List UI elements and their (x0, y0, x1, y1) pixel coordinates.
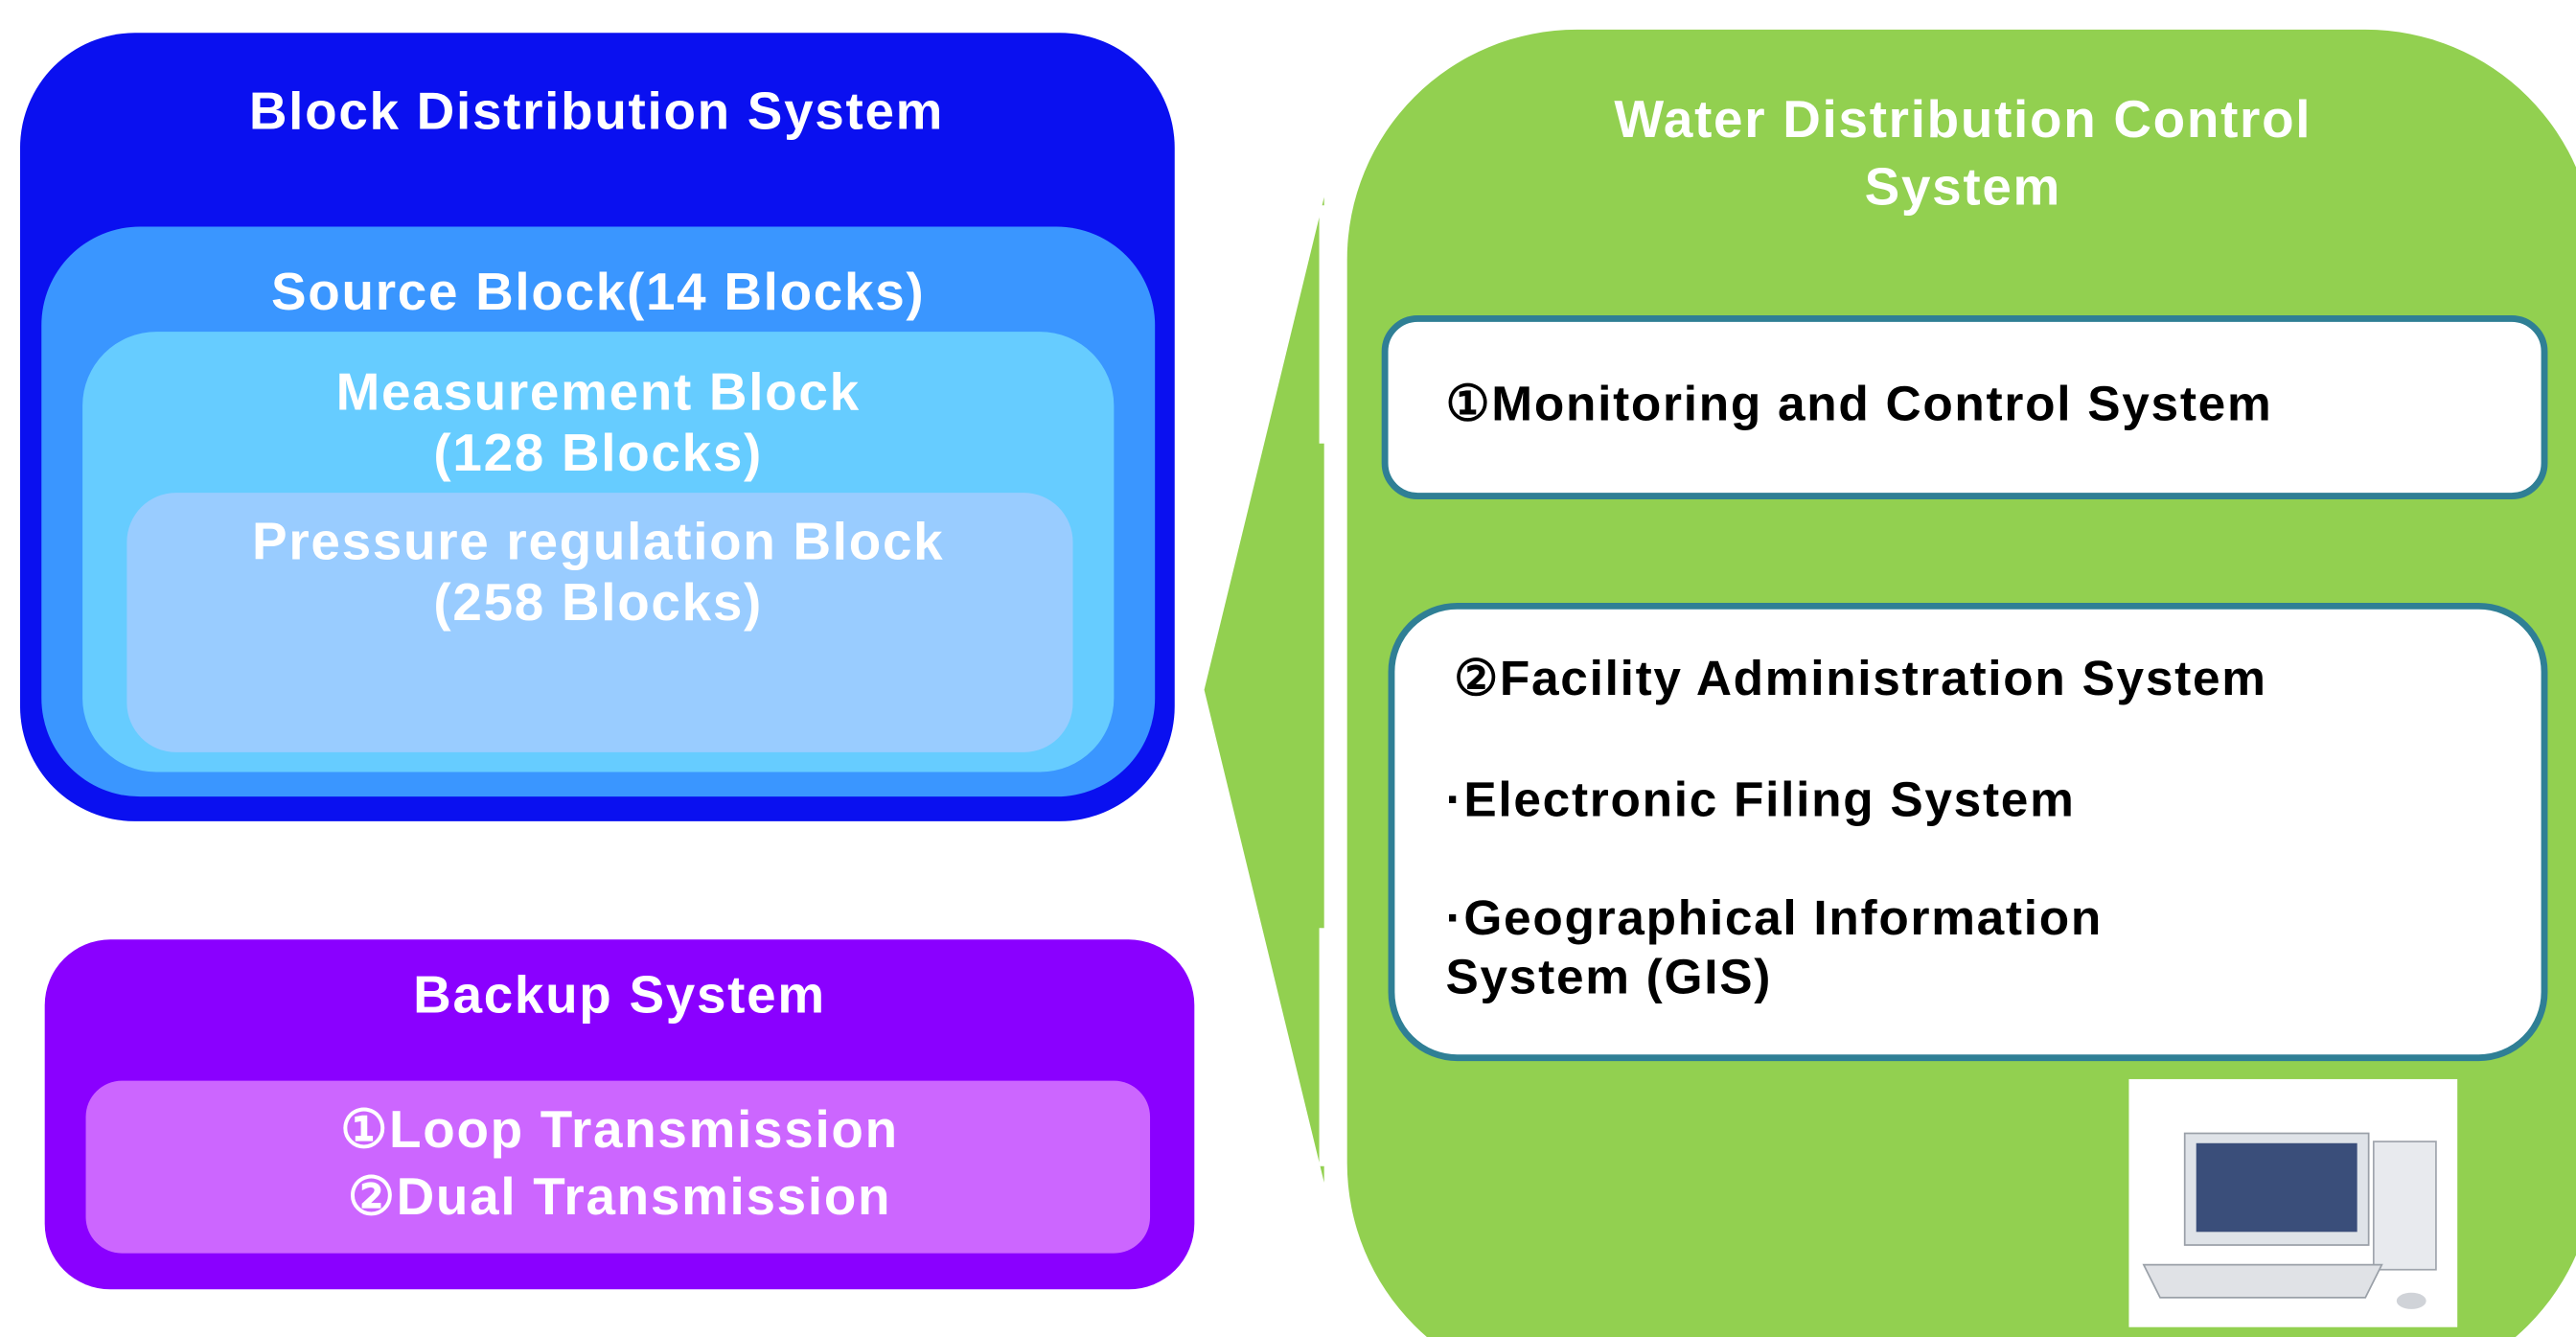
water-title: System (1865, 156, 2061, 216)
monitoring-system: ①Monitoring and Control System (1446, 376, 2273, 431)
diagram: Block Distribution System Source Block(1… (0, 0, 2576, 1337)
backup-item: ①Loop Transmission (340, 1099, 899, 1159)
measurement-block: Measurement Block (336, 362, 861, 422)
pressure-block: (258 Blocks) (433, 572, 763, 632)
source-block: Source Block(14 Blocks) (271, 262, 925, 321)
facility-item: ·Geographical Information (1446, 889, 2103, 945)
callout-gap (1320, 205, 1345, 443)
block-system-title: Block Distribution System (249, 81, 944, 140)
computer-icon (2128, 1079, 2457, 1327)
measurement-block: (128 Blocks) (433, 423, 763, 482)
pressure-block: Pressure regulation Block (252, 511, 944, 570)
facility-title: ②Facility Administration System (1454, 650, 2267, 705)
callout-gap (1320, 928, 1345, 1165)
facility-item: System (GIS) (1446, 949, 1773, 1004)
water-title: Water Distribution Control (1614, 89, 2312, 149)
backup-item: ②Dual Transmission (348, 1166, 892, 1226)
backup-title: Backup System (413, 964, 826, 1024)
facility-item: ·Electronic Filing System (1446, 772, 2076, 827)
callout-arrow (1205, 197, 1324, 1183)
